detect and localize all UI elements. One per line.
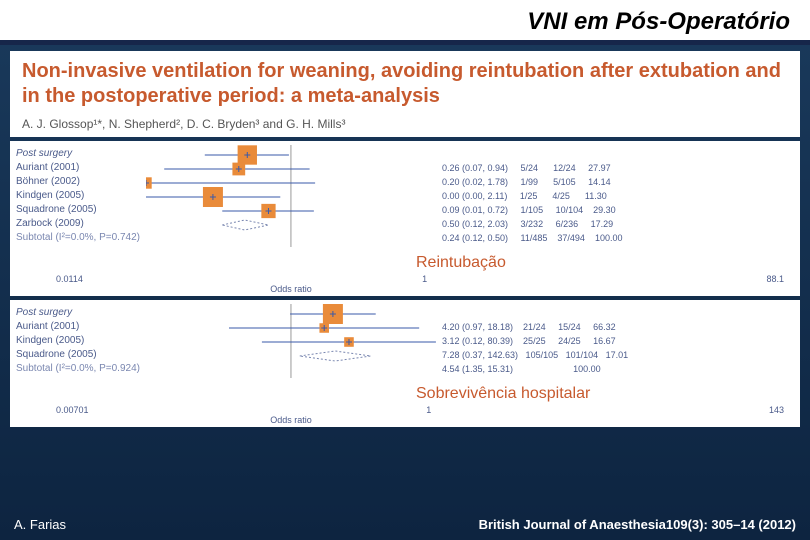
plot1-axis-mid: 1	[422, 274, 427, 284]
callout-reintubation: Reintubação	[16, 252, 794, 274]
paper-header: Non-invasive ventilation for weaning, av…	[10, 51, 800, 137]
plot1-chart	[146, 145, 436, 252]
forest-plot-reintubation: Post surgeryAuriant (2001)Böhner (2002)K…	[10, 141, 800, 296]
plot2-data: 4.20 (0.97, 18.18) 21/24 15/24 66.32 3.1…	[436, 304, 794, 376]
plot1-axis-min: 0.0114	[56, 274, 83, 284]
footer-citation: British Journal of Anaesthesia109(3): 30…	[479, 517, 796, 532]
paper-title: Non-invasive ventilation for weaning, av…	[22, 59, 788, 109]
plot1-data: 0.26 (0.07, 0.94) 5/24 12/24 27.97 0.20 …	[436, 145, 794, 245]
plot1-axis-label: Odds ratio	[16, 284, 436, 294]
plot1-axis-ticks: 0.0114 1 88.1	[16, 274, 794, 284]
slide-title: VNI em Pós-Operatório	[0, 0, 810, 45]
plot1-axis-max: 88.1	[766, 274, 784, 284]
plot2-axis-label: Odds ratio	[16, 415, 436, 425]
plot2-axis-max: 143	[769, 405, 784, 415]
forest-plot-survival: Post surgeryAuriant (2001)Kindgen (2005)…	[10, 300, 800, 427]
paper-authors: A. J. Glossop¹*, N. Shepherd², D. C. Bry…	[22, 117, 788, 131]
plot1-labels: Post surgeryAuriant (2001)Böhner (2002)K…	[16, 145, 146, 245]
plot2-axis-mid: 1	[426, 405, 431, 415]
footer-author: A. Farias	[14, 517, 66, 532]
plot2-chart	[146, 304, 436, 383]
callout-survival: Sobrevivência hospitalar	[16, 383, 794, 405]
plot2-labels: Post surgeryAuriant (2001)Kindgen (2005)…	[16, 304, 146, 376]
plot2-axis-ticks: 0.00701 1 143	[16, 405, 794, 415]
plot2-axis-min: 0.00701	[56, 405, 89, 415]
